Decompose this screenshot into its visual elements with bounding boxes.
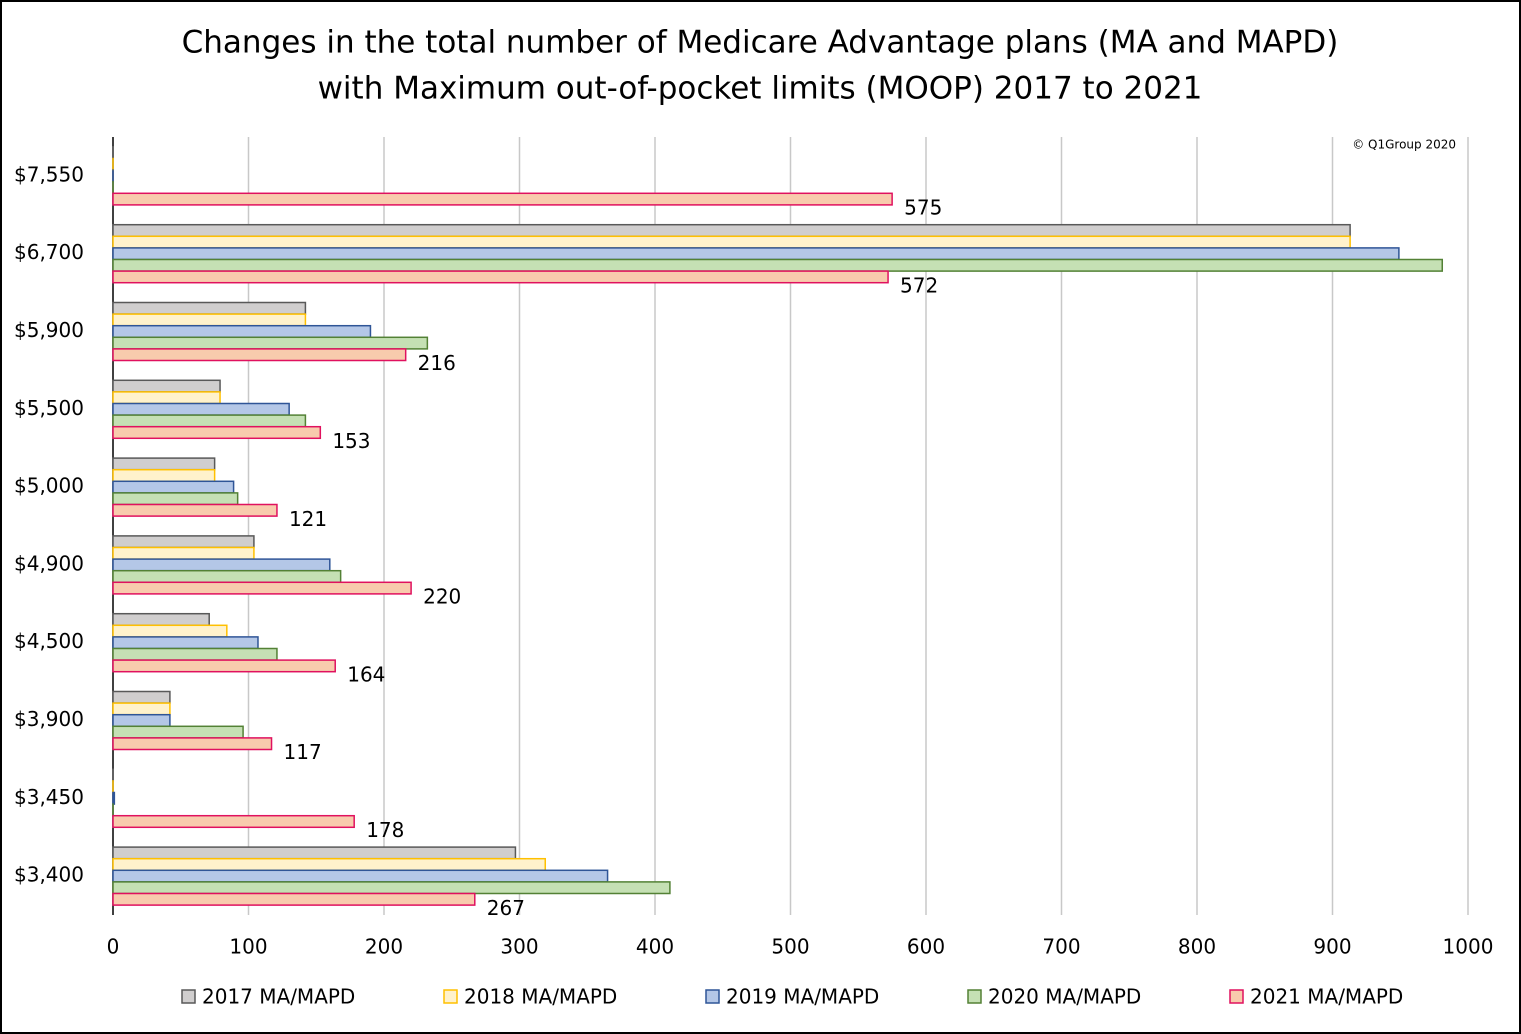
data-label: 121: [289, 507, 327, 531]
bar: [112, 425, 322, 440]
bar: [112, 301, 307, 315]
x-tick-label: 200: [365, 935, 403, 959]
bar: [112, 713, 171, 728]
bar: [112, 659, 336, 673]
y-tick-label: $5,900: [14, 318, 84, 342]
bar: [112, 270, 889, 284]
y-tick-label: $4,500: [14, 629, 84, 653]
bar: [112, 725, 244, 739]
bar: [112, 702, 171, 716]
legend-label: 2021 MA/MAPD: [1250, 985, 1403, 1009]
x-tick-label: 100: [229, 935, 267, 959]
legend-label: 2017 MA/MAPD: [202, 985, 355, 1009]
data-label: 572: [900, 273, 938, 297]
bar: [112, 581, 412, 595]
x-tick-label: 600: [907, 935, 945, 959]
data-label: 117: [284, 740, 322, 764]
bar: [112, 503, 278, 517]
y-tick-label: $3,900: [14, 707, 84, 731]
legend-label: 2019 MA/MAPD: [726, 985, 879, 1009]
data-label: 575: [904, 196, 942, 220]
legend-label: 2020 MA/MAPD: [988, 985, 1141, 1009]
x-tick-label: 1000: [1443, 935, 1494, 959]
bar: [112, 612, 210, 627]
y-tick-label: $5,000: [14, 474, 84, 498]
bar: [112, 313, 307, 327]
data-label: 153: [332, 429, 370, 453]
x-tick-label: 500: [771, 935, 809, 959]
bar: [112, 348, 407, 362]
bar: [112, 569, 342, 584]
bar: [112, 379, 221, 393]
bar: [112, 223, 1351, 238]
data-label: 178: [366, 818, 404, 842]
data-label: 267: [487, 896, 525, 920]
bar: [112, 468, 216, 483]
x-tick-label: 900: [1313, 935, 1351, 959]
y-tick-label: $3,450: [14, 785, 84, 809]
legend-swatch: [967, 989, 982, 1004]
y-tick-label: $3,400: [14, 863, 84, 887]
legend-swatch: [443, 989, 458, 1004]
x-tick-label: 800: [1178, 935, 1216, 959]
bar: [112, 869, 609, 883]
bar: [112, 636, 259, 650]
bar: [112, 457, 216, 471]
bar: [112, 235, 1351, 249]
chart-subtitle: with Maximum out-of-pocket limits (MOOP)…: [318, 71, 1203, 107]
bar: [112, 690, 171, 704]
bar: [112, 247, 1400, 261]
bar: [112, 192, 893, 206]
data-label: 220: [423, 585, 461, 609]
legend-label: 2018 MA/MAPD: [464, 985, 617, 1009]
y-tick-label: $7,550: [14, 162, 84, 186]
legend-swatch: [181, 989, 196, 1004]
x-tick-label: 700: [1042, 935, 1080, 959]
legend-swatch: [1229, 989, 1244, 1004]
bar: [112, 624, 228, 638]
data-label: 216: [418, 351, 456, 375]
bar: [112, 402, 290, 416]
data-label: 164: [347, 662, 385, 686]
bar: [112, 892, 476, 906]
x-tick-label: 0: [107, 935, 120, 959]
bar: [112, 857, 546, 872]
bar: [112, 546, 255, 560]
bar: [112, 336, 429, 350]
bar: [112, 391, 221, 405]
bar: [112, 558, 331, 572]
bar: [112, 324, 372, 339]
y-tick-label: $4,900: [14, 551, 84, 575]
bar: [112, 258, 1444, 272]
bar: [112, 791, 116, 805]
chart-title: Changes in the total number of Medicare …: [182, 25, 1339, 61]
x-tick-label: 400: [636, 935, 674, 959]
bar: [112, 846, 517, 860]
y-tick-label: $6,700: [14, 240, 84, 264]
bar: [112, 414, 307, 428]
bar: [112, 480, 235, 494]
y-tick-label: $5,500: [14, 396, 84, 420]
copyright: © Q1Group 2020: [1352, 138, 1456, 152]
legend-swatch: [705, 989, 720, 1004]
bar: [112, 535, 255, 549]
bar: [112, 647, 278, 661]
bar: [112, 814, 355, 829]
x-tick-label: 300: [500, 935, 538, 959]
bar: [112, 492, 239, 506]
bar: [112, 737, 273, 751]
bar: [112, 881, 671, 895]
